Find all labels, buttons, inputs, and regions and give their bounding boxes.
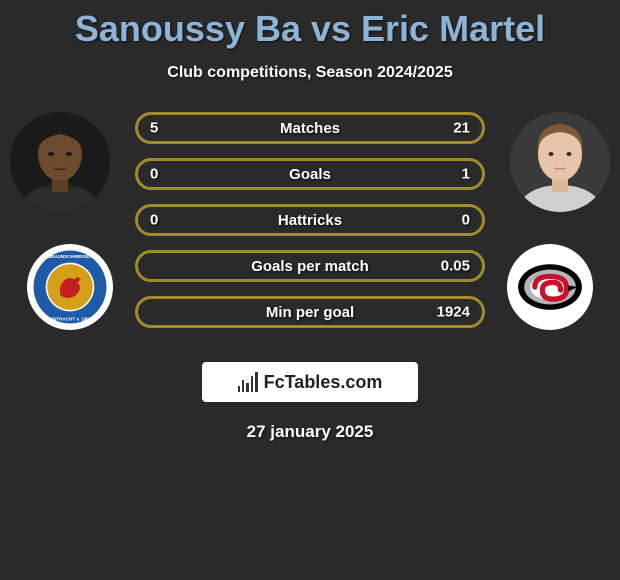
player-right-avatar-svg <box>510 112 610 212</box>
stat-value-left: 5 <box>150 120 158 137</box>
brand-text: FcTables.com <box>264 372 383 393</box>
stat-label: Goals per match <box>251 258 369 275</box>
stat-value-right: 21 <box>453 120 470 137</box>
stat-value-right: 1924 <box>437 304 470 321</box>
snapshot-date: 27 january 2025 <box>0 422 620 442</box>
player-left-avatar-svg <box>10 112 110 212</box>
stat-bar: 0 Hattricks 0 <box>135 204 485 236</box>
stat-bar: Min per goal 1924 <box>135 296 485 328</box>
stat-value-left: 0 <box>150 166 158 183</box>
stat-label: Goals <box>289 166 331 183</box>
subtitle: Club competitions, Season 2024/2025 <box>0 64 620 82</box>
stat-bar: 5 Matches 21 <box>135 112 485 144</box>
title-player-right: Eric Martel <box>361 8 545 49</box>
svg-text:EINTRACHT v. 1895: EINTRACHT v. 1895 <box>49 316 92 321</box>
stat-label: Min per goal <box>266 304 354 321</box>
stats-bars: 5 Matches 21 0 Goals 1 0 Hattricks 0 Goals per ma… <box>135 112 485 342</box>
stat-bar: 0 Goals 1 <box>135 158 485 190</box>
stat-value-right: 1 <box>462 166 470 183</box>
player-left-avatar <box>10 112 110 212</box>
stat-label: Matches <box>280 120 340 137</box>
stat-bar: Goals per match 0.05 <box>135 250 485 282</box>
club-right-badge <box>507 244 593 330</box>
stat-value-left: 0 <box>150 212 158 229</box>
stat-value-right: 0.05 <box>441 258 470 275</box>
stat-value-right: 0 <box>462 212 470 229</box>
title-player-left: Sanoussy Ba <box>75 8 301 49</box>
club-left-badge-svg: BRAUNSCHWEIGER EINTRACHT v. 1895 <box>32 249 108 325</box>
brand-box: FcTables.com <box>202 362 418 402</box>
page-title: Sanoussy Ba vs Eric Martel <box>0 0 620 50</box>
svg-text:BRAUNSCHWEIGER: BRAUNSCHWEIGER <box>48 254 93 259</box>
title-vs: vs <box>301 8 361 49</box>
club-left-badge: BRAUNSCHWEIGER EINTRACHT v. 1895 <box>27 244 113 330</box>
bar-chart-icon <box>238 372 258 392</box>
player-right-avatar <box>510 112 610 212</box>
stat-label: Hattricks <box>278 212 342 229</box>
club-right-badge-svg <box>512 249 588 325</box>
comparison-content: BRAUNSCHWEIGER EINTRACHT v. 1895 5 Matche… <box>0 112 620 342</box>
